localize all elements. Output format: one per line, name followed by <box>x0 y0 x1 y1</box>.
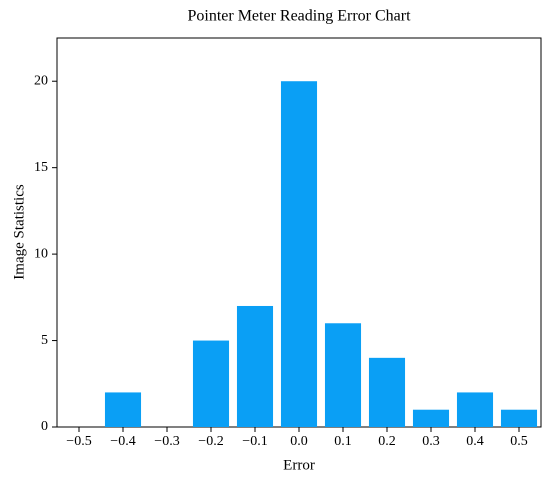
x-tick-label: −0.5 <box>66 434 91 449</box>
y-tick-label: 10 <box>34 246 48 261</box>
x-tick-label: 0.2 <box>378 434 396 449</box>
x-tick-label: 0.1 <box>334 434 352 449</box>
y-tick-label: 5 <box>41 333 48 348</box>
bar <box>500 409 538 427</box>
bar <box>324 323 362 427</box>
x-tick-label: 0.3 <box>422 434 440 449</box>
bar <box>236 305 274 427</box>
bar <box>192 340 230 427</box>
bar <box>456 392 494 427</box>
x-tick-label: −0.2 <box>198 434 223 449</box>
x-tick-label: 0.4 <box>466 434 484 449</box>
x-tick-label: 0.0 <box>290 434 308 449</box>
y-tick-label: 15 <box>34 160 48 175</box>
x-tick-label: 0.5 <box>510 434 528 449</box>
chart-title: Pointer Meter Reading Error Chart <box>187 8 411 25</box>
y-tick-label: 20 <box>34 73 48 88</box>
x-tick-label: −0.4 <box>110 434 135 449</box>
y-tick-label: 0 <box>41 419 48 434</box>
x-tick-label: −0.3 <box>154 434 179 449</box>
bar <box>104 392 142 427</box>
y-axis-label: Image Statistics <box>11 184 27 280</box>
bar <box>368 357 406 427</box>
bar <box>280 81 318 427</box>
x-axis-label: Error <box>283 457 315 473</box>
x-tick-label: −0.1 <box>242 434 267 449</box>
bar <box>412 409 450 427</box>
